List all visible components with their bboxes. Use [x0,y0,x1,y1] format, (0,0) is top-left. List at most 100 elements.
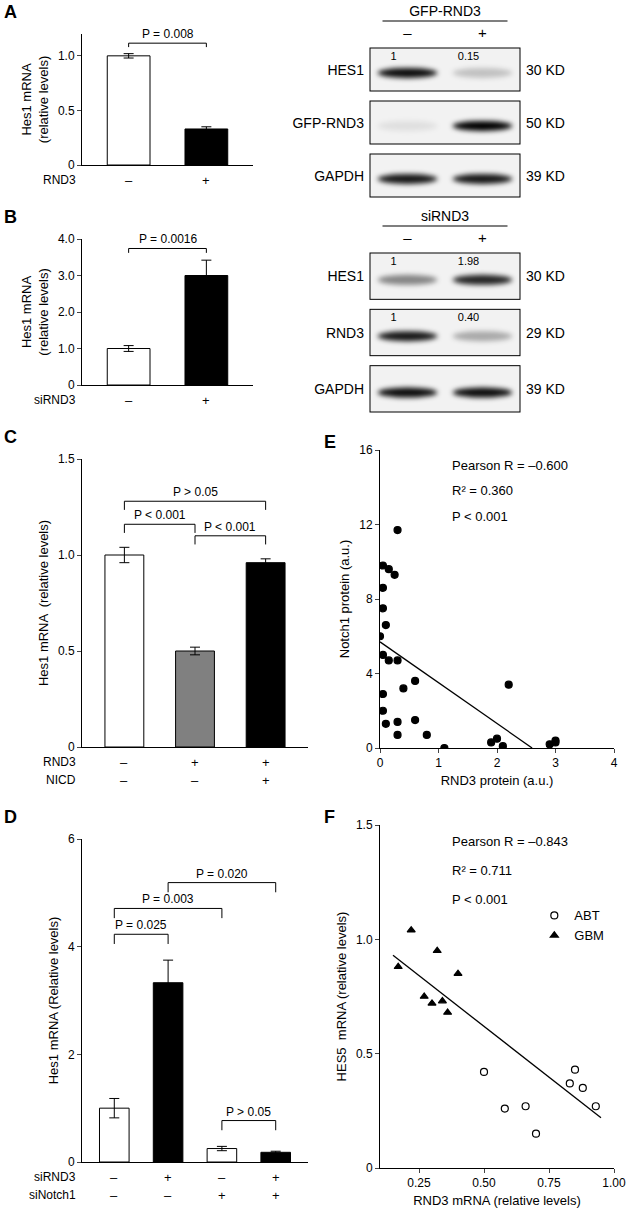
svg-text:Hes1 mRNA(relative levels): Hes1 mRNA(relative levels) [19,268,51,355]
svg-text:GAPDH: GAPDH [314,381,364,397]
svg-text:P < 0.001: P < 0.001 [134,508,186,522]
svg-text:2: 2 [494,756,501,770]
svg-text:+: + [191,755,199,770]
svg-text:50 KD: 50 KD [526,115,565,131]
svg-text:Hes1 mRNA (relative levels): Hes1 mRNA (relative levels) [36,520,51,686]
svg-text:2: 2 [68,1048,75,1062]
svg-text:+: + [218,1188,226,1203]
svg-text:–: – [110,1188,118,1203]
svg-text:–: – [218,1170,226,1185]
svg-text:0: 0 [68,1155,75,1169]
svg-text:0: 0 [366,1161,373,1175]
svg-text:GFP-RND3: GFP-RND3 [292,115,364,131]
svg-text:GAPDH: GAPDH [314,168,364,184]
svg-text:–: – [110,1170,118,1185]
svg-text:GFP-RND3: GFP-RND3 [409,3,481,19]
svg-text:RND3: RND3 [43,755,76,769]
svg-text:Hes1 mRNA (Relative levels): Hes1 mRNA (Relative levels) [46,917,61,1085]
svg-text:+: + [272,1188,280,1203]
svg-text:–: – [125,393,133,408]
svg-text:siRND3: siRND3 [34,1170,76,1184]
svg-text:+: + [202,173,210,188]
svg-text:1.00: 1.00 [602,1176,626,1190]
svg-text:Hes1 mRNA(relative levels): Hes1 mRNA(relative levels) [19,56,51,143]
svg-text:GBM: GBM [574,928,604,943]
svg-text:siRND3: siRND3 [34,393,76,407]
svg-text:P = 0.025: P = 0.025 [115,918,167,932]
svg-text:–: – [191,773,199,788]
svg-text:1.5: 1.5 [58,452,75,466]
svg-text:Notch1 protein (a.u.): Notch1 protein (a.u.) [337,540,352,659]
svg-text:6: 6 [68,832,75,846]
svg-text:R² = 0.711: R² = 0.711 [452,863,512,878]
svg-text:0.75: 0.75 [537,1176,561,1190]
svg-text:–: – [120,755,128,770]
svg-text:1: 1 [390,255,396,267]
svg-text:39 KD: 39 KD [526,381,565,397]
svg-text:4: 4 [68,940,75,954]
svg-text:RND3: RND3 [43,173,76,187]
svg-text:Pearson R = –0.843: Pearson R = –0.843 [452,834,568,849]
svg-text:39 KD: 39 KD [526,168,565,184]
svg-text:P > 0.05: P > 0.05 [226,1105,271,1119]
svg-text:0: 0 [377,756,384,770]
svg-text:4.0: 4.0 [58,232,75,246]
svg-text:1: 1 [390,311,396,323]
svg-text:0.25: 0.25 [407,1176,431,1190]
svg-text:1.5: 1.5 [356,818,373,832]
svg-text:0: 0 [68,740,75,754]
svg-text:1.98: 1.98 [458,255,479,267]
svg-text:+: + [262,755,270,770]
svg-text:P < 0.001: P < 0.001 [204,520,256,534]
svg-text:0.50: 0.50 [472,1176,496,1190]
svg-text:3.0: 3.0 [58,269,75,283]
svg-text:P = 0.0016: P = 0.0016 [139,232,197,246]
svg-text:RND3: RND3 [326,325,364,341]
svg-text:P > 0.05: P > 0.05 [173,485,218,499]
svg-text:P < 0.001: P < 0.001 [452,509,508,524]
svg-text:0: 0 [68,378,75,392]
svg-text:0.15: 0.15 [458,50,479,62]
svg-text:P = 0.020: P = 0.020 [196,867,248,881]
svg-text:+: + [202,393,210,408]
svg-text:30 KD: 30 KD [526,268,565,284]
svg-text:+: + [478,24,487,41]
svg-text:1.0: 1.0 [58,49,75,63]
svg-text:RND3 mRNA (relative levels): RND3 mRNA (relative levels) [413,1193,581,1208]
svg-text:RND3 protein (a.u.): RND3 protein (a.u.) [441,773,554,788]
svg-text:HES1: HES1 [327,268,364,284]
svg-text:30 KD: 30 KD [526,62,565,78]
svg-text:NICD: NICD [46,773,76,787]
svg-text:–: – [120,773,128,788]
svg-text:siNotch1: siNotch1 [29,1188,76,1202]
svg-text:1: 1 [435,756,442,770]
svg-text:–: – [403,229,412,246]
svg-text:+: + [262,773,270,788]
svg-text:0.5: 0.5 [356,1047,373,1061]
svg-text:4: 4 [611,756,618,770]
svg-text:ABT: ABT [574,908,599,923]
svg-text:3: 3 [552,756,559,770]
svg-text:–: – [403,24,412,41]
svg-text:0.5: 0.5 [58,644,75,658]
svg-text:2.0: 2.0 [58,305,75,319]
svg-text:P = 0.008: P = 0.008 [142,27,194,41]
svg-text:0.5: 0.5 [58,104,75,118]
svg-text:29 KD: 29 KD [526,325,565,341]
svg-text:+: + [164,1170,172,1185]
svg-text:siRND3: siRND3 [421,208,469,224]
svg-text:1.0: 1.0 [58,342,75,356]
svg-text:8: 8 [366,592,373,606]
svg-text:+: + [478,229,487,246]
svg-text:HES1: HES1 [327,62,364,78]
svg-text:1: 1 [390,50,396,62]
svg-text:HES5 mRNA (relative levels): HES5 mRNA (relative levels) [334,912,349,1082]
svg-text:+: + [272,1170,280,1185]
svg-text:P = 0.003: P = 0.003 [142,892,194,906]
svg-text:1.0: 1.0 [58,548,75,562]
svg-text:0: 0 [366,741,373,755]
svg-text:4: 4 [366,667,373,681]
svg-text:0.40: 0.40 [458,311,479,323]
svg-text:–: – [164,1188,172,1203]
svg-text:16: 16 [359,443,373,457]
